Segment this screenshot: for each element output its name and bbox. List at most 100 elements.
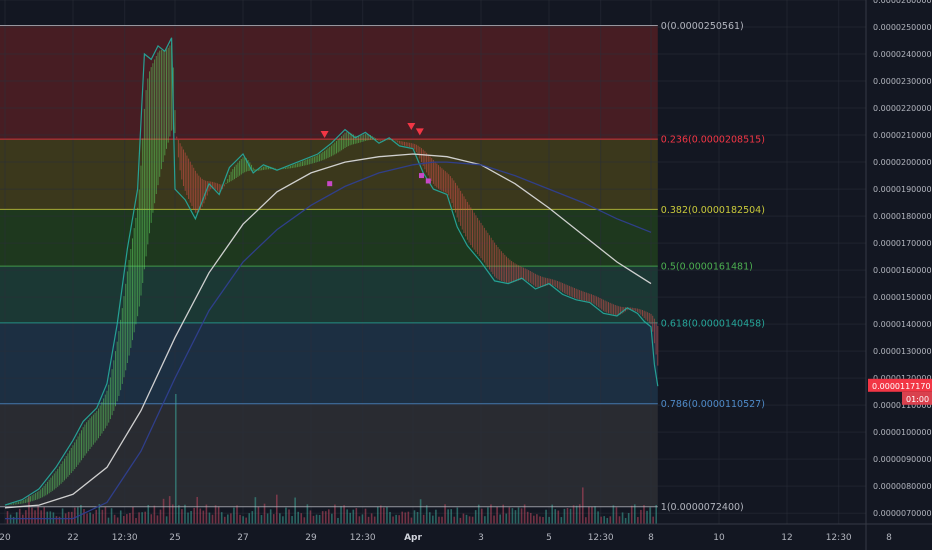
- volume-bar: [554, 509, 557, 524]
- volume-bar: [572, 505, 575, 524]
- volume-bar: [490, 504, 492, 524]
- volume-bar: [624, 517, 627, 524]
- y-tick-label-2: 0.0000240000: [873, 50, 932, 59]
- volume-bar: [499, 514, 501, 524]
- volume-bar: [74, 507, 76, 524]
- volume-bar: [450, 509, 452, 524]
- volume-bar: [612, 505, 615, 524]
- volume-bar: [236, 505, 238, 524]
- sell-marker-1: [407, 122, 416, 130]
- volume-bar: [141, 512, 143, 524]
- chart-series: [4, 37, 659, 520]
- volume-bar: [288, 509, 290, 524]
- volume-bar: [6, 511, 9, 524]
- y-tick-label-8: 0.0000180000: [873, 212, 932, 221]
- volume-bar: [178, 505, 180, 524]
- volume-bar: [300, 513, 303, 524]
- volume-bar: [272, 514, 275, 524]
- volume-bar: [364, 508, 367, 524]
- volume-bar: [487, 507, 489, 524]
- volume-bar: [306, 504, 309, 524]
- volume-bar: [266, 513, 269, 524]
- volume-bar: [395, 514, 397, 524]
- volume-bar: [456, 507, 459, 524]
- volume-bar: [389, 511, 391, 524]
- y-tick-label-0: 0.0000260000: [873, 0, 932, 5]
- fib-label-0: 0(0.0000250561): [661, 21, 744, 32]
- x-tick-label-14: 12:30: [826, 533, 852, 543]
- series-price: [4, 37, 659, 506]
- volume-bar: [28, 495, 30, 524]
- volume-bar: [175, 394, 177, 524]
- volume-bar: [355, 508, 358, 524]
- volume-bar: [474, 510, 477, 524]
- volume-bar: [533, 515, 535, 524]
- volume-bar: [361, 514, 364, 524]
- volume-bar: [404, 512, 407, 524]
- volume-bar: [165, 516, 168, 524]
- buy-marker-2: [425, 178, 431, 184]
- fib-zone-2: [0, 209, 658, 267]
- volume-bar: [435, 509, 437, 524]
- volume-bar: [536, 514, 538, 524]
- volume-bar: [58, 516, 61, 524]
- volume-bar: [609, 516, 612, 524]
- volume-bar: [621, 512, 624, 524]
- volume-bar: [380, 505, 382, 524]
- volume-bar: [640, 509, 642, 524]
- y-tick-label-19: 0.0000070000: [873, 509, 932, 518]
- x-tick-label-9: 5: [546, 533, 552, 543]
- volume-bar: [367, 516, 370, 524]
- volume-bar: [318, 514, 321, 524]
- volume-bar: [416, 511, 419, 524]
- volume-bar: [122, 515, 125, 524]
- x-tick-label-7: Apr: [404, 533, 422, 543]
- x-tick-label-4: 27: [237, 533, 248, 543]
- x-tick-label-10: 12:30: [588, 533, 614, 543]
- volume-bar: [110, 508, 113, 524]
- volume-bar: [202, 510, 205, 524]
- volume-bar: [419, 499, 422, 524]
- volume-bar: [422, 514, 425, 524]
- volume-bar: [373, 516, 376, 524]
- volume-bar: [153, 505, 156, 524]
- x-tick-label-1: 22: [67, 533, 78, 543]
- volume-bar: [432, 515, 434, 524]
- volume-bar: [551, 504, 553, 524]
- volume-bar: [370, 513, 373, 524]
- fibonacci-zones: [0, 25, 658, 507]
- y-tick-label-18: 0.0000080000: [873, 482, 932, 491]
- volume-bar: [70, 511, 73, 524]
- volume-bar: [542, 517, 544, 524]
- volume-bar: [245, 517, 247, 524]
- volume-bar: [569, 508, 572, 524]
- current-price-label: 0.0000117170: [872, 382, 931, 391]
- volume-bar: [337, 517, 339, 524]
- fibonacci-levels[interactable]: 0(0.0000250561) 0.236(0.0000208515) 0.382(…: [0, 21, 765, 513]
- time-axis-bg: [0, 524, 932, 550]
- volume-bar: [588, 506, 590, 524]
- y-tick-label-17: 0.0000090000: [873, 455, 932, 464]
- volume-bar: [637, 517, 639, 524]
- current-price-badge: [868, 378, 932, 392]
- volume-bar: [230, 513, 232, 524]
- volume-bar: [89, 512, 91, 524]
- volume-bar: [484, 516, 486, 524]
- volume-bar: [291, 516, 293, 524]
- volume-bar: [505, 513, 508, 524]
- volume-bar: [615, 507, 618, 524]
- volume-bar: [627, 513, 630, 524]
- volume-bar: [312, 515, 315, 524]
- volume-bar: [227, 514, 229, 524]
- volume-bar: [591, 506, 593, 524]
- volume-bar: [471, 516, 474, 524]
- series-ma-blue: [5, 161, 652, 520]
- volume-bar: [334, 504, 336, 524]
- volume-bar: [9, 514, 12, 524]
- volume-bar: [239, 514, 241, 524]
- y-tick-label-10: 0.0000160000: [873, 266, 932, 275]
- countdown-label: 01:00: [906, 395, 929, 404]
- y-tick-label-5: 0.0000210000: [873, 131, 932, 140]
- volume-bar: [578, 504, 581, 524]
